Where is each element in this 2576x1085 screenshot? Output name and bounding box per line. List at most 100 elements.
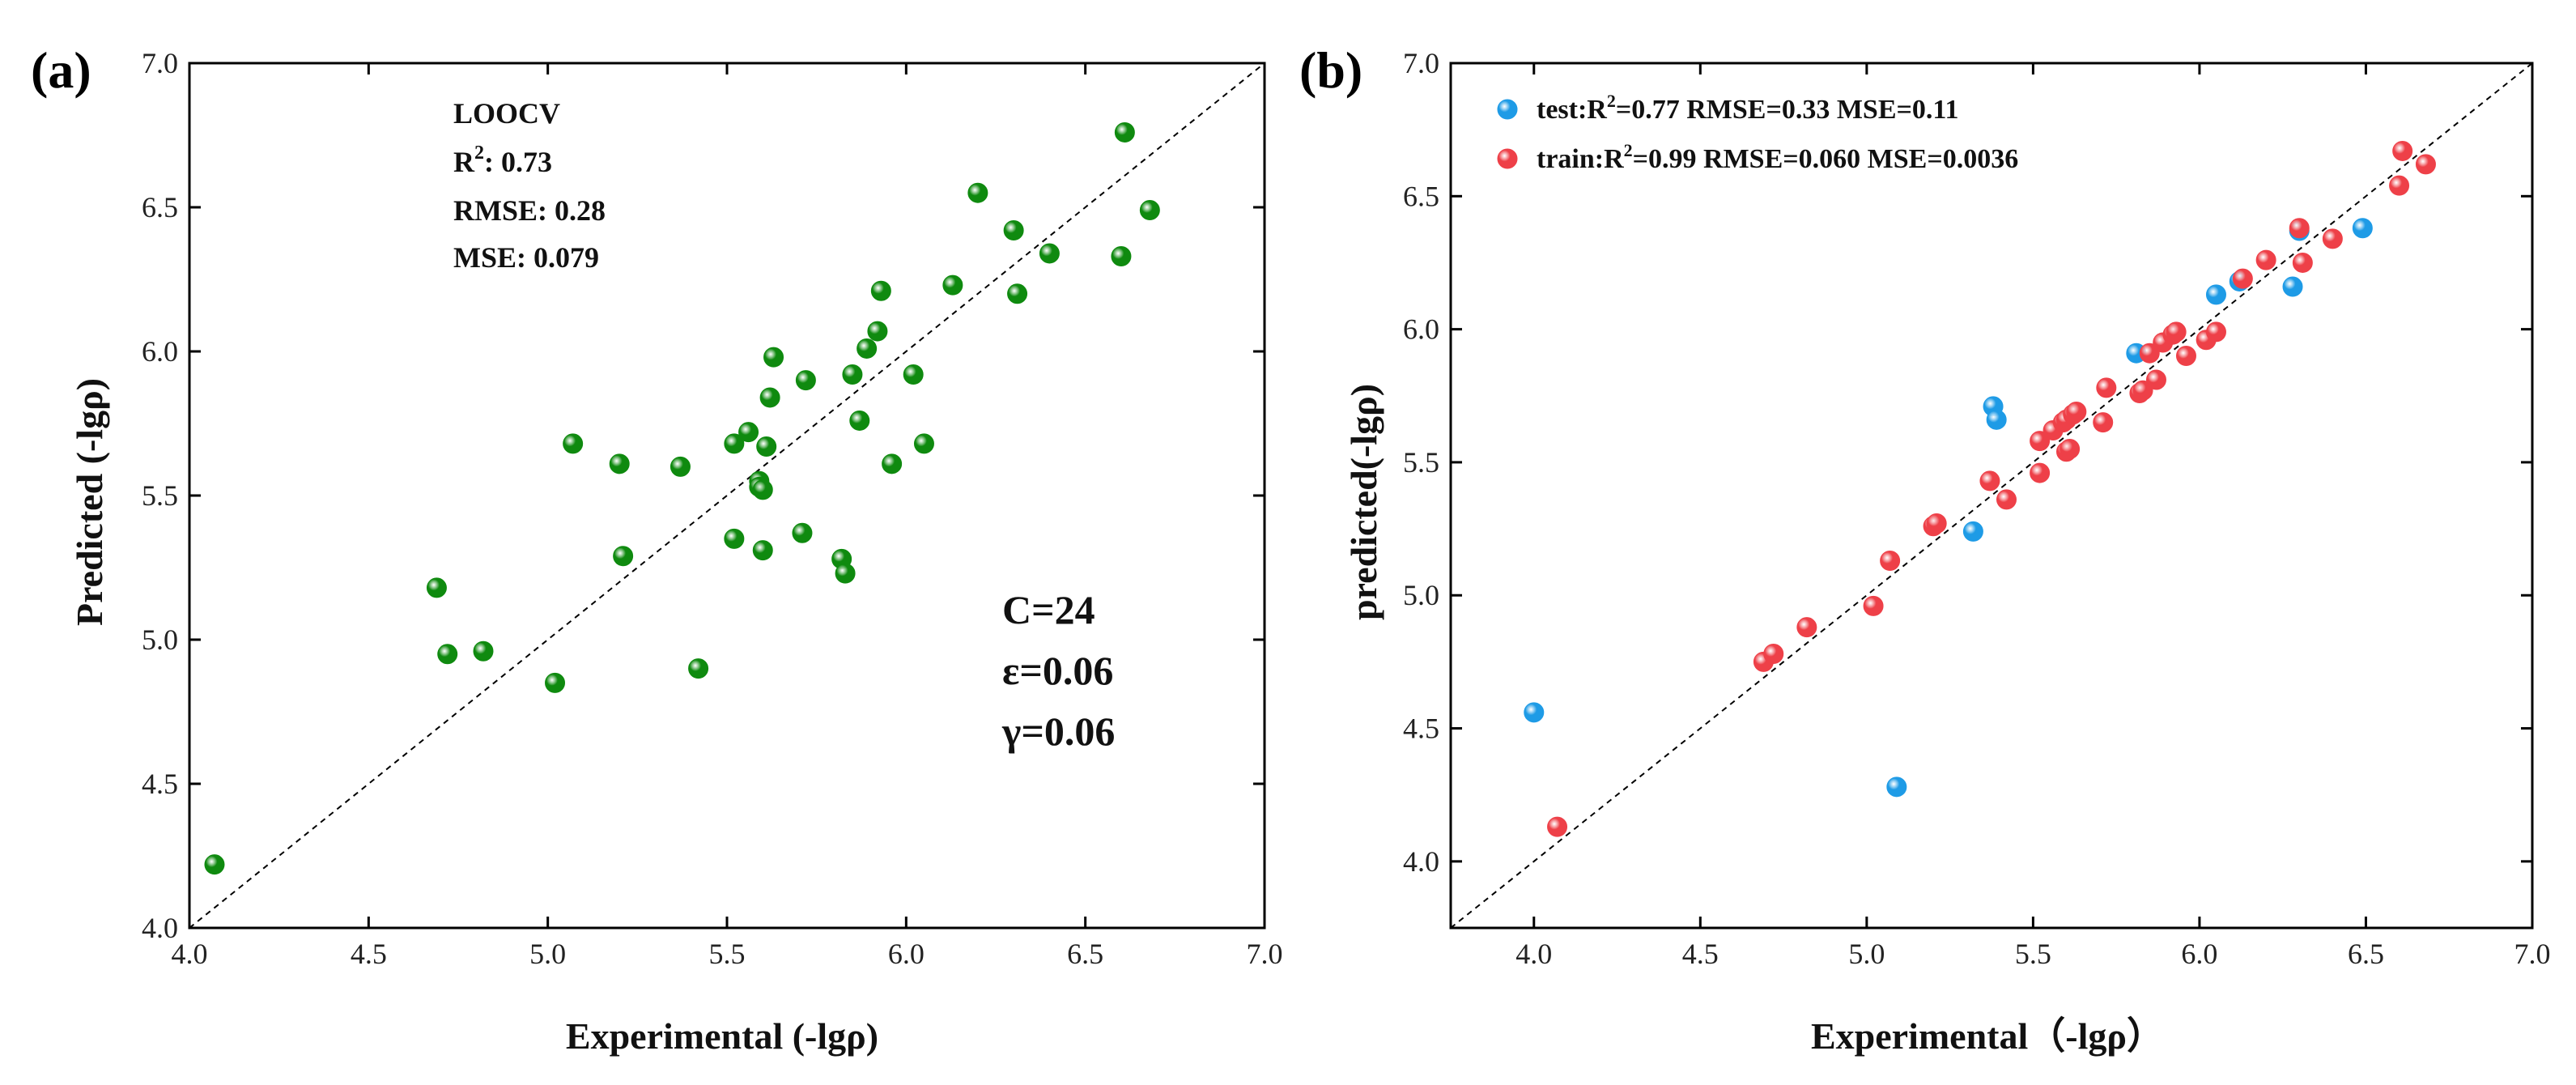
data-point-train bbox=[2322, 228, 2343, 249]
data-point-train bbox=[2145, 369, 2166, 390]
panel-b-scatter: (b) 4.0 4.5 5.0 5.5 6.0 6.5 7.0 4.0 4.5 5.0 5.5 6.0… bbox=[1299, 41, 2551, 1057]
x-tick-label: 5.5 bbox=[709, 938, 746, 970]
data-point-loocv bbox=[613, 546, 634, 567]
data-point-loocv bbox=[724, 433, 745, 454]
x-tick-label: 6.0 bbox=[2181, 938, 2217, 970]
data-point-train bbox=[2292, 252, 2313, 273]
data-point-train bbox=[1763, 644, 1784, 665]
data-point-test bbox=[1962, 521, 1983, 542]
panel-b-ticks: 4.0 4.5 5.0 5.5 6.0 6.5 7.0 4.0 4.5 5.0 5.5 6.0 6.5 7… bbox=[1403, 47, 2551, 970]
panel-b-legend: test:R2=0.77 RMSE=0.33 MSE=0.11 train:R2… bbox=[1497, 91, 2018, 174]
panel-b-y-axis-title: predicted(-lgρ) bbox=[1343, 384, 1384, 620]
x-tick-label: 4.0 bbox=[1515, 938, 1552, 970]
data-point-loocv bbox=[752, 479, 773, 500]
legend-marker-train bbox=[1497, 148, 1518, 169]
data-point-train bbox=[2093, 412, 2114, 433]
data-point-loocv bbox=[738, 422, 759, 443]
data-point-loocv bbox=[835, 563, 856, 584]
y-tick-label: 7.0 bbox=[1403, 47, 1439, 79]
data-point-train bbox=[2066, 401, 2087, 422]
data-point-loocv bbox=[870, 280, 891, 301]
y-tick-label: 7.0 bbox=[142, 47, 178, 79]
panel-b-x-axis-title: Experimental（-lgρ） bbox=[1811, 1015, 2164, 1057]
y-tick-label: 5.0 bbox=[1403, 579, 1439, 611]
data-point-train bbox=[1979, 470, 2000, 491]
data-point-loocv bbox=[1111, 246, 1132, 267]
data-point-loocv bbox=[204, 854, 225, 875]
y-tick-label: 5.5 bbox=[142, 479, 178, 512]
panel-a-mse-annotation: MSE: 0.079 bbox=[453, 241, 599, 274]
data-point-train bbox=[1796, 617, 1817, 638]
x-tick-label: 7.0 bbox=[2514, 938, 2551, 970]
panel-a-gamma-param: γ=0.06 bbox=[1001, 708, 1115, 754]
y-tick-label: 4.5 bbox=[142, 768, 178, 800]
data-point-loocv bbox=[867, 321, 888, 342]
data-point-train bbox=[1926, 513, 1947, 534]
data-point-train bbox=[2060, 438, 2081, 459]
data-point-train bbox=[2255, 249, 2276, 270]
y-tick-label: 6.0 bbox=[1403, 313, 1439, 346]
data-point-train bbox=[2030, 462, 2051, 483]
data-point-loocv bbox=[857, 338, 878, 359]
data-point-loocv bbox=[1007, 283, 1028, 304]
data-point-test bbox=[2282, 276, 2303, 297]
panel-a-x-axis-title: Experimental (-lgρ) bbox=[566, 1015, 878, 1057]
y-tick-label: 4.5 bbox=[1403, 713, 1439, 745]
data-point-test bbox=[2352, 218, 2373, 239]
x-tick-label: 4.5 bbox=[1682, 938, 1719, 970]
y-tick-label: 6.5 bbox=[142, 191, 178, 223]
panel-a-c-param: C=24 bbox=[1002, 587, 1095, 632]
data-point-train bbox=[2205, 321, 2226, 343]
data-point-train bbox=[1863, 595, 1884, 616]
legend-train-marker bbox=[1497, 148, 1518, 169]
panel-a-scatter: (a) 4.0 4.5 5.0 5.5 6.0 6.5 7.0 4.0 4.5 5.0 5.5 6.0… bbox=[31, 41, 1283, 1057]
data-point-loocv bbox=[609, 453, 630, 474]
legend-test-marker bbox=[1497, 99, 1518, 120]
data-point-loocv bbox=[1039, 243, 1060, 264]
y-tick-label: 6.0 bbox=[142, 335, 178, 368]
data-point-loocv bbox=[795, 370, 816, 391]
data-point-loocv bbox=[913, 433, 934, 454]
panel-a-points bbox=[204, 121, 1160, 875]
data-point-loocv bbox=[1003, 219, 1024, 240]
data-point-loocv bbox=[903, 364, 924, 385]
data-point-train bbox=[2389, 175, 2410, 196]
data-point-train bbox=[2175, 345, 2196, 366]
data-point-loocv bbox=[563, 433, 584, 454]
data-point-train bbox=[2139, 343, 2160, 364]
y-tick-label: 4.0 bbox=[1403, 845, 1439, 878]
data-point-loocv bbox=[882, 453, 903, 474]
legend-marker-test bbox=[1497, 99, 1518, 120]
data-point-loocv bbox=[967, 182, 988, 203]
panel-a-y-axis-title: Predicted (-lgρ) bbox=[69, 378, 110, 626]
data-point-train bbox=[1880, 551, 1901, 572]
data-point-train bbox=[2132, 380, 2153, 401]
data-point-loocv bbox=[426, 577, 447, 598]
data-point-loocv bbox=[942, 274, 963, 296]
panel-b-plot-frame bbox=[1449, 62, 2534, 930]
x-tick-label: 6.5 bbox=[2348, 938, 2384, 970]
data-point-loocv bbox=[688, 658, 709, 679]
data-point-loocv bbox=[756, 436, 777, 457]
data-point-loocv bbox=[437, 644, 458, 665]
data-point-train bbox=[1547, 816, 1568, 837]
y-tick-label: 4.0 bbox=[142, 912, 178, 944]
data-point-train bbox=[2392, 140, 2413, 161]
panel-a-ticks: 4.0 4.5 5.0 5.5 6.0 6.5 7.0 4.0 4.5 5.0 5.5 6.0 6.5 7… bbox=[142, 47, 1283, 970]
data-point-loocv bbox=[842, 364, 863, 385]
data-point-test bbox=[1524, 702, 1545, 723]
data-point-train bbox=[2030, 431, 2051, 452]
x-tick-label: 5.5 bbox=[2015, 938, 2051, 970]
data-point-loocv bbox=[670, 456, 691, 477]
data-point-loocv bbox=[1114, 121, 1135, 143]
panel-a-identity-line bbox=[189, 62, 1265, 929]
data-point-loocv bbox=[792, 522, 813, 543]
x-tick-label: 5.0 bbox=[1848, 938, 1885, 970]
panel-b-label: (b) bbox=[1299, 41, 1362, 99]
data-point-loocv bbox=[545, 672, 566, 693]
data-point-loocv bbox=[763, 347, 784, 368]
panel-a-plot-frame bbox=[188, 62, 1266, 930]
panel-a-epsilon-param: ε=0.06 bbox=[1002, 648, 1113, 693]
x-tick-label: 6.5 bbox=[1067, 938, 1103, 970]
data-point-train bbox=[2166, 321, 2187, 343]
